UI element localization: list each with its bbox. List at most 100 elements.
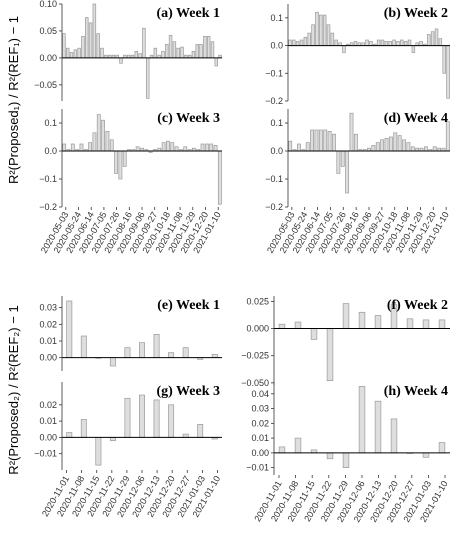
bar [305,142,310,152]
bar [210,41,215,59]
bar [375,142,380,152]
bar [199,44,203,59]
bar [406,142,411,152]
bar [101,119,105,152]
bar [217,150,222,205]
panel-b: 0.1 0.0 −0.1 −0.2 (b) Week 2 [265,4,450,106]
bar [342,303,350,329]
y-tick-label: 0.05 [39,26,57,36]
panel-title: (f) Week 2 [387,298,448,313]
bar [200,143,205,152]
bar [445,121,450,152]
bar [380,39,385,46]
bar [349,112,354,152]
bar [153,47,158,59]
bar [326,452,334,460]
bar [142,27,146,59]
y-tick-label: 0.00 [39,432,57,442]
y-tick-label: −0.01 [246,463,269,473]
y-tick-label: 0.025 [246,296,269,306]
panel-g: 0.02 0.01 0.00 −0.01 (g) Week 3 [34,382,222,470]
bar [330,32,335,46]
bar [345,150,350,194]
bar [95,437,102,466]
bar [332,133,336,152]
bar [342,45,346,53]
bar [310,129,315,152]
bar [369,41,373,46]
bar [161,142,166,152]
bar [165,44,169,59]
bar [403,41,408,46]
bar [62,143,67,152]
x-axes-group: 2020-05-032020-05-242020-06-142020-07-05… [39,207,451,524]
bar [384,41,389,46]
y-tick-label: 0.02 [39,400,57,410]
bar [69,52,74,59]
bar [353,133,358,152]
bar [438,38,443,46]
bar [66,432,73,438]
panel-d: 0.1 0.0 −0.1 −0.2 (d) Week 4 [265,109,450,212]
bar [109,139,114,152]
y-tick-label: 0.0 [44,146,57,156]
bar [209,143,214,152]
bar [100,47,104,59]
bar [182,347,189,359]
panel-title: (e) Week 1 [157,298,220,313]
bar [295,41,300,46]
bar [432,146,437,152]
y-tick-label: −0.1 [39,174,57,184]
bar [422,452,430,458]
bar [427,34,431,46]
bar [124,397,131,438]
y-tick-label: −0.1 [265,174,283,184]
bar [353,41,358,46]
bar [380,139,385,152]
bar [211,353,218,359]
bar [376,39,381,46]
bar [406,318,414,329]
y-tick-label: −0.2 [39,202,57,212]
bar [172,41,177,59]
bar [161,51,165,59]
bar [288,140,293,152]
y-tick-label: 0.04 [251,389,269,399]
bar [197,424,204,438]
bar [135,146,140,152]
panels-group: 0.10 0.05 0.00 −0.05 (a) Week 1 0.1 0.0 −0.1 −0.… [34,0,450,475]
y-tick-label: 0.1 [44,118,57,128]
bar [358,311,366,329]
bar [371,145,376,152]
bar [434,28,439,46]
y-tick-label: 0.1 [270,118,283,128]
bar [278,446,286,454]
bar [307,32,311,46]
bar [393,132,398,152]
bar [442,45,446,74]
bar [79,143,84,152]
y-tick-label: 0.03 [39,303,57,313]
panel-a: 0.10 0.05 0.00 −0.05 (a) Week 1 [34,0,222,101]
bar [122,150,127,167]
y-tick-label: 0.01 [39,416,57,426]
y-tick-label: 0.02 [39,319,57,329]
y-tick-label: 0.02 [251,418,269,428]
panel-title: (b) Week 2 [384,6,448,21]
bar [105,131,110,152]
bar [170,142,175,152]
bar [77,47,81,59]
bar [319,14,323,46]
bar [292,39,296,46]
bar [310,328,318,340]
y-tick-label: −0.01 [34,449,57,459]
y-tick-label: 0.01 [39,336,57,346]
y-tick-label: 0.000 [246,324,269,334]
y-axis-label-top: R²(Proposed₁) / R²(REF₁) − 1 [6,16,21,184]
bar [145,57,150,99]
bar [153,333,160,359]
bar [92,3,97,59]
bar [65,47,70,59]
bar [195,44,199,59]
bar [168,404,175,438]
